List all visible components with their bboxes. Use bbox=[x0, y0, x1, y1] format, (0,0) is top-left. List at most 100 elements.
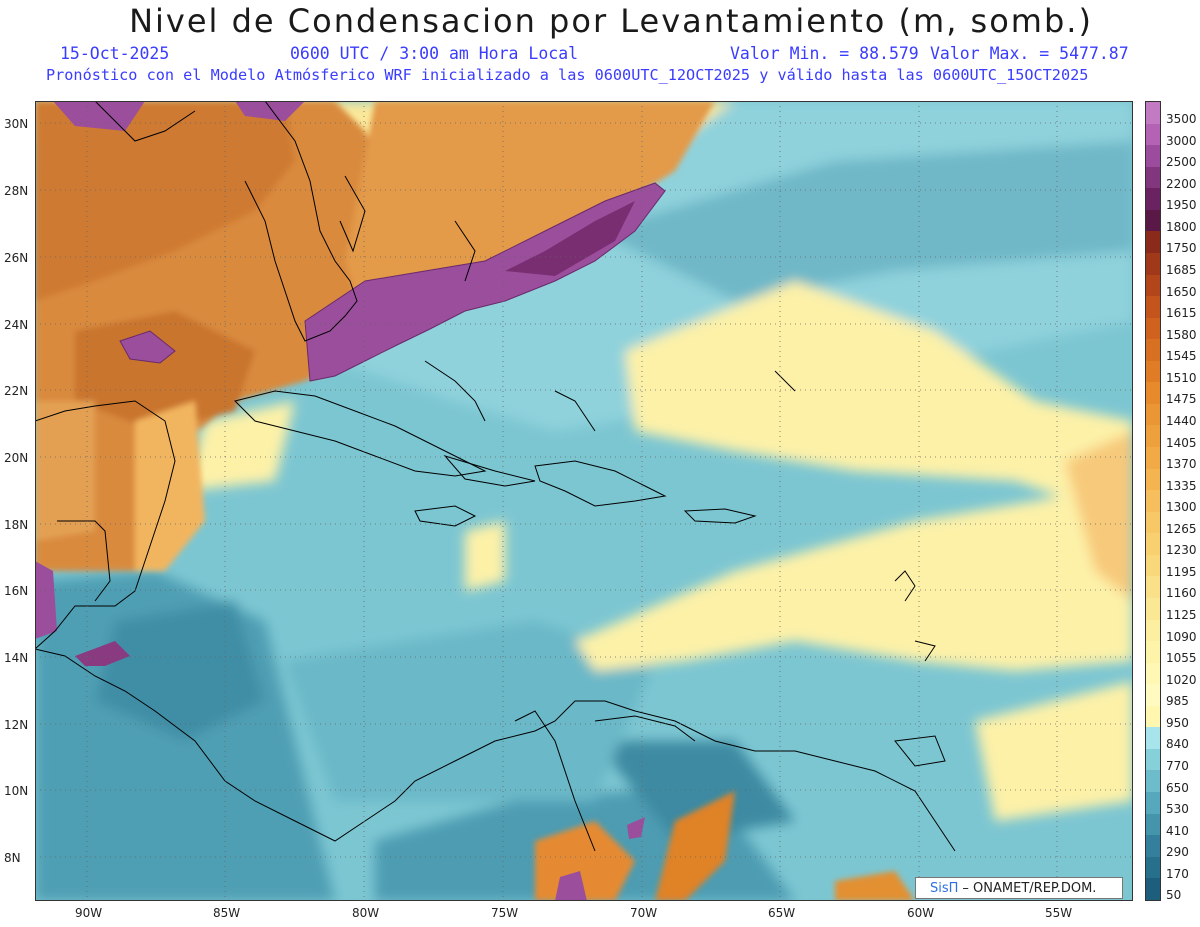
colorbar-label: 1950 bbox=[1166, 198, 1197, 213]
colorbar-swatch bbox=[1146, 619, 1160, 642]
colorbar-label: 1615 bbox=[1166, 306, 1197, 321]
lon-label: 60W bbox=[907, 906, 935, 920]
colorbar-label: 1750 bbox=[1166, 241, 1197, 256]
colorbar-label: 530 bbox=[1166, 802, 1189, 817]
colorbar-label: 1160 bbox=[1166, 586, 1197, 601]
map-title: Nivel de Condensacion por Levantamiento … bbox=[129, 2, 1093, 40]
colorbar-label: 950 bbox=[1166, 715, 1189, 730]
colorbar-label: 840 bbox=[1166, 737, 1189, 752]
colorbar-swatch bbox=[1146, 403, 1160, 426]
colorbar-swatch bbox=[1146, 425, 1160, 447]
lcl-field-map bbox=[35, 101, 1133, 901]
colorbar-swatch bbox=[1146, 662, 1160, 685]
colorbar-swatch bbox=[1146, 705, 1160, 728]
colorbar-swatch bbox=[1146, 274, 1160, 297]
colorbar-swatch bbox=[1146, 382, 1160, 404]
sis-logo: SisΠ bbox=[930, 880, 959, 896]
lon-label: 80W bbox=[352, 906, 380, 920]
colorbar-label: 170 bbox=[1166, 866, 1189, 881]
colorbar-label: 1800 bbox=[1166, 219, 1197, 234]
lon-label: 55W bbox=[1045, 906, 1073, 920]
colorbar-label: 290 bbox=[1166, 845, 1189, 860]
colorbar-swatch bbox=[1146, 576, 1160, 598]
lat-label: 28N bbox=[4, 184, 29, 198]
purple-high-band bbox=[35, 101, 666, 901]
colorbar-swatch bbox=[1146, 296, 1160, 318]
lon-label: 75W bbox=[491, 906, 519, 920]
lat-label: 26N bbox=[4, 251, 29, 265]
lon-label: 70W bbox=[630, 906, 658, 920]
forecast-time: 0600 UTC / 3:00 am Hora Local bbox=[290, 44, 579, 63]
colorbar-swatch bbox=[1146, 533, 1160, 555]
forecast-date: 15-Oct-2025 bbox=[60, 44, 170, 63]
colorbar-label: 1370 bbox=[1166, 457, 1197, 472]
lat-label: 14N bbox=[4, 651, 29, 665]
colorbar-label: 770 bbox=[1166, 759, 1189, 774]
colorbar-label: 3500 bbox=[1166, 112, 1197, 126]
colorbar-label: 1090 bbox=[1166, 629, 1197, 644]
lat-label: 20N bbox=[4, 451, 29, 465]
lat-label: 22N bbox=[4, 384, 29, 398]
colorbar-label: 1440 bbox=[1166, 413, 1197, 428]
colorbar-label: 1685 bbox=[1166, 262, 1197, 277]
colorbar-swatch bbox=[1146, 856, 1160, 879]
colorbar-label: 1580 bbox=[1166, 327, 1197, 342]
colorbar-label: 1510 bbox=[1166, 370, 1197, 385]
colorbar-swatch bbox=[1146, 447, 1160, 469]
colorbar-swatch bbox=[1146, 102, 1160, 124]
colorbar-swatch bbox=[1146, 511, 1160, 534]
colorbar-swatch bbox=[1146, 231, 1160, 253]
lat-label: 10N bbox=[4, 784, 29, 798]
colorbar-label: 1405 bbox=[1166, 435, 1197, 450]
lat-label: 12N bbox=[4, 718, 29, 732]
credit-box: SisΠ – ONAMET/REP.DOM. bbox=[915, 877, 1123, 899]
colorbar-swatch bbox=[1146, 684, 1160, 706]
lat-label: 30N bbox=[4, 117, 29, 131]
colorbar-swatch bbox=[1146, 360, 1160, 383]
lon-label: 90W bbox=[75, 906, 103, 920]
colorbar-label: 1055 bbox=[1166, 651, 1197, 666]
colorbar-swatch bbox=[1146, 727, 1160, 749]
lon-label: 65W bbox=[768, 906, 796, 920]
colorbar-swatch bbox=[1146, 490, 1160, 512]
colorbar-swatch bbox=[1146, 252, 1160, 275]
colorbar-swatch bbox=[1146, 835, 1160, 857]
colorbar-swatch bbox=[1146, 641, 1160, 663]
colorbar-swatch bbox=[1146, 878, 1160, 900]
credit-text: – ONAMET/REP.DOM. bbox=[962, 880, 1097, 896]
max-value: Valor Max. = 5477.87 bbox=[930, 44, 1129, 63]
colorbar-label: 1020 bbox=[1166, 672, 1197, 687]
coastlines bbox=[35, 101, 956, 852]
colorbar bbox=[1145, 101, 1161, 901]
colorbar-label: 1475 bbox=[1166, 392, 1197, 407]
lat-label: 18N bbox=[4, 518, 29, 532]
colorbar-swatch bbox=[1146, 188, 1160, 210]
graticule bbox=[35, 101, 1133, 901]
colorbar-swatch bbox=[1146, 339, 1160, 361]
colorbar-swatch bbox=[1146, 468, 1160, 491]
colorbar-swatch bbox=[1146, 209, 1160, 232]
colorbar-label: 2200 bbox=[1166, 176, 1197, 191]
colorbar-label: 1545 bbox=[1166, 349, 1197, 364]
colorbar-swatch bbox=[1146, 123, 1160, 146]
colorbar-label: 1300 bbox=[1166, 500, 1197, 515]
colorbar-label: 1650 bbox=[1166, 284, 1197, 299]
lat-label: 8N bbox=[4, 851, 21, 865]
lon-label: 85W bbox=[213, 906, 241, 920]
colorbar-label: 985 bbox=[1166, 694, 1189, 709]
colorbar-label: 1195 bbox=[1166, 564, 1197, 579]
colorbar-label: 410 bbox=[1166, 823, 1189, 838]
colorbar-label: 3000 bbox=[1166, 133, 1197, 148]
colorbar-swatch bbox=[1146, 748, 1160, 771]
colorbar-swatch bbox=[1146, 597, 1160, 620]
colorbar-label: 1265 bbox=[1166, 521, 1197, 536]
colorbar-swatch bbox=[1146, 792, 1160, 814]
lat-label: 24N bbox=[4, 318, 29, 332]
colorbar-label: 1230 bbox=[1166, 543, 1197, 558]
colorbar-swatch bbox=[1146, 166, 1160, 189]
colorbar-label: 2500 bbox=[1166, 155, 1197, 170]
model-info: Pronóstico con el Modelo Atmósferico WRF… bbox=[46, 66, 1089, 84]
map-panel bbox=[35, 101, 1133, 901]
colorbar-swatch bbox=[1146, 770, 1160, 792]
colorbar-label: 1125 bbox=[1166, 608, 1197, 623]
